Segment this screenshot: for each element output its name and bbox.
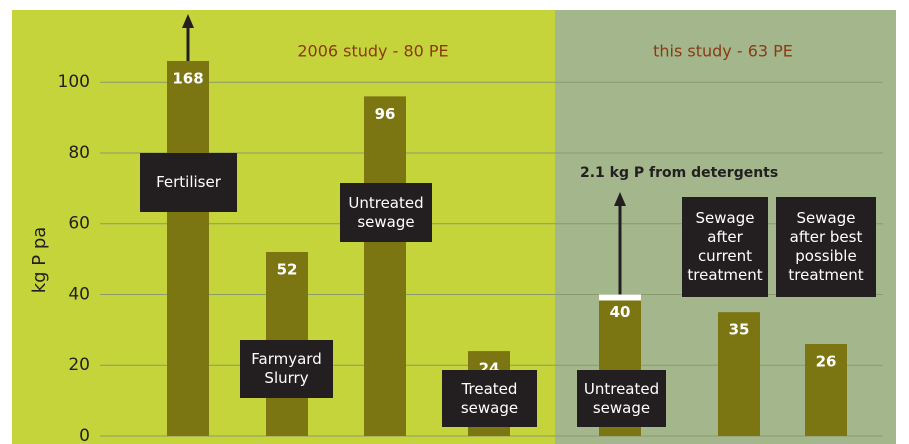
annotation: 2.1 kg P from detergents: [580, 165, 778, 181]
value-label: 52: [277, 261, 298, 279]
category-label-box: Farmyard Slurry: [240, 340, 333, 398]
category-label-box: Sewage after current treatment: [682, 197, 768, 297]
value-label: 168: [172, 70, 203, 88]
detergent-arrowhead: [614, 192, 626, 206]
category-label: Farmyard Slurry: [240, 340, 333, 398]
value-label: 35: [729, 321, 750, 339]
panel-title: 2006 study - 80 PE: [297, 42, 448, 61]
category-label: Fertiliser: [140, 153, 237, 212]
category-label: Treated sewage: [442, 370, 537, 427]
y-axis-label: kg P pa: [29, 227, 50, 294]
y-tick-label: 60: [68, 214, 90, 234]
value-label: 40: [610, 303, 631, 321]
category-label-box: Untreated sewage: [577, 370, 666, 427]
y-tick-label: 100: [58, 72, 90, 92]
value-label: 96: [375, 105, 396, 123]
category-label: Untreated sewage: [577, 370, 666, 427]
panel-title: this study - 63 PE: [653, 42, 793, 61]
y-tick-label: 0: [79, 426, 90, 444]
value-label: 26: [816, 353, 837, 371]
bar: [364, 96, 406, 437]
y-tick-label: 20: [68, 355, 90, 375]
bar: [718, 312, 760, 436]
bar: [167, 61, 209, 436]
category-label: Untreated sewage: [340, 183, 432, 242]
detergent-cap: [599, 294, 641, 301]
y-tick-label: 40: [68, 284, 90, 304]
category-label: Sewage after current treatment: [682, 197, 768, 297]
category-label-box: Sewage after best possible treatment: [776, 197, 876, 297]
overflow-arrowhead: [182, 14, 194, 28]
bar: [805, 344, 847, 436]
category-label-box: Treated sewage: [442, 370, 537, 427]
y-tick-label: 80: [68, 143, 90, 163]
category-label-box: Untreated sewage: [340, 183, 432, 242]
category-label-box: Fertiliser: [140, 153, 237, 212]
category-label: Sewage after best possible treatment: [776, 197, 876, 297]
